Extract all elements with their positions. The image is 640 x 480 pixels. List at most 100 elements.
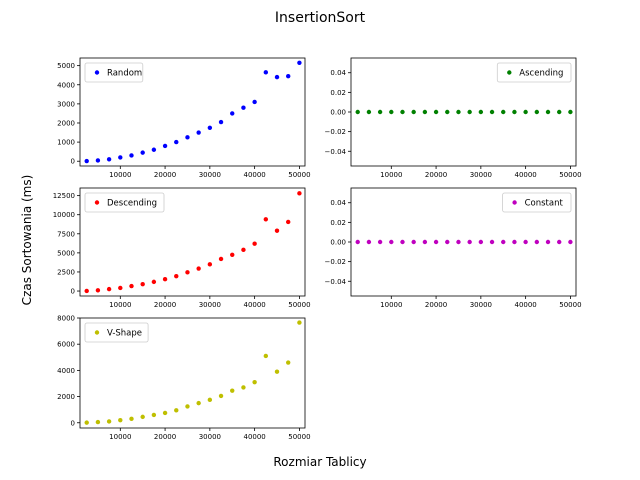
- data-point-v-shape: [162, 410, 168, 416]
- x-axis-label: Rozmiar Tablicy: [273, 455, 366, 469]
- data-point-v-shape: [230, 388, 235, 393]
- x-tick-label: 40000: [243, 171, 265, 179]
- x-tick-label: 50000: [288, 433, 310, 441]
- data-point-constant: [389, 239, 394, 245]
- data-point-constant: [545, 239, 551, 245]
- x-tick-label: 30000: [199, 301, 221, 309]
- data-point-descending: [218, 256, 224, 262]
- data-point-ascending: [557, 109, 562, 115]
- y-tick-label: 4000: [57, 367, 75, 375]
- data-point-ascending: [355, 109, 360, 115]
- x-tick-label: 40000: [243, 433, 265, 441]
- y-tick-label: 5000: [57, 62, 75, 70]
- data-point-ascending: [445, 109, 450, 115]
- data-point-random: [252, 99, 257, 105]
- data-point-descending: [252, 241, 257, 246]
- data-point-v-shape: [263, 353, 269, 359]
- data-point-v-shape: [274, 369, 280, 374]
- x-tick-label: 50000: [559, 171, 581, 179]
- legend-label: Descending: [107, 199, 157, 209]
- data-point-v-shape: [151, 412, 157, 418]
- data-point-constant: [489, 239, 495, 245]
- data-point-random: [274, 74, 280, 80]
- data-point-random: [118, 155, 123, 160]
- data-point-descending: [140, 281, 145, 287]
- x-tick-label: 10000: [109, 433, 131, 441]
- data-point-ascending: [545, 109, 551, 115]
- data-point-constant: [400, 239, 405, 245]
- data-point-constant: [501, 239, 506, 245]
- data-point-v-shape: [297, 320, 302, 325]
- data-point-random: [297, 60, 302, 65]
- data-point-random: [162, 143, 168, 149]
- x-tick-label: 20000: [154, 171, 176, 179]
- data-point-random: [218, 119, 224, 125]
- data-point-ascending: [377, 109, 383, 115]
- data-point-v-shape: [286, 360, 291, 365]
- data-point-random: [140, 150, 145, 155]
- data-point-constant: [534, 239, 540, 245]
- legend-marker: [94, 330, 100, 335]
- data-point-constant: [512, 239, 517, 245]
- data-point-random: [84, 158, 89, 164]
- data-point-constant: [355, 239, 360, 245]
- x-tick-label: 40000: [243, 301, 265, 309]
- data-point-descending: [174, 273, 179, 279]
- y-tick-label: 7500: [57, 230, 75, 238]
- y-tick-label: 12500: [53, 192, 75, 200]
- x-tick-label: 40000: [514, 171, 536, 179]
- subplot-ascending: 10000 20000 30000 40000 50000 −0.04 −0.02 0.00 0…: [325, 57, 582, 179]
- data-point-v-shape: [95, 419, 101, 425]
- data-point-descending: [129, 283, 134, 289]
- data-point-descending: [162, 277, 168, 282]
- data-point-ascending: [467, 109, 472, 115]
- x-tick-label: 40000: [514, 301, 536, 309]
- data-point-descending: [196, 266, 201, 271]
- y-tick-label: 0.04: [330, 69, 346, 77]
- data-point-descending: [118, 285, 123, 291]
- data-point-v-shape: [196, 400, 201, 406]
- x-tick-label: 30000: [470, 171, 492, 179]
- data-point-random: [106, 157, 112, 162]
- data-point-descending: [230, 252, 235, 257]
- data-point-random: [241, 105, 246, 110]
- data-point-v-shape: [174, 408, 179, 413]
- data-point-ascending: [512, 109, 517, 115]
- data-point-ascending: [389, 109, 394, 115]
- legend-random: Random: [84, 62, 144, 83]
- data-point-ascending: [400, 109, 405, 115]
- data-point-ascending: [501, 109, 506, 115]
- legend-marker: [94, 70, 100, 75]
- data-point-v-shape: [207, 397, 213, 403]
- y-tick-label: 0: [71, 288, 75, 296]
- legend-constant: Constant: [502, 192, 572, 213]
- y-tick-label: 2000: [57, 393, 75, 401]
- data-point-constant: [523, 239, 528, 245]
- data-point-random: [174, 139, 179, 145]
- legend-label: Random: [107, 69, 142, 79]
- subplot-grid: 10000 20000 30000 40000 50000010002000300040…: [53, 57, 582, 441]
- x-tick-label: 10000: [380, 171, 402, 179]
- x-tick-label: 20000: [425, 171, 447, 179]
- data-point-ascending: [568, 109, 573, 115]
- y-tick-label: 0: [71, 158, 75, 166]
- data-point-constant: [445, 239, 450, 245]
- data-point-ascending: [534, 109, 540, 115]
- y-tick-label: 3000: [57, 100, 75, 108]
- data-point-v-shape: [106, 419, 112, 424]
- legend-descending: Descending: [84, 192, 165, 213]
- data-point-random: [230, 111, 235, 116]
- legend-ascending: Ascending: [496, 62, 572, 83]
- legend-v-shape: V-Shape: [84, 322, 149, 343]
- data-point-constant: [422, 239, 428, 245]
- data-point-random: [129, 153, 134, 158]
- data-point-constant: [568, 239, 573, 245]
- data-point-constant: [456, 239, 461, 245]
- legend-box: [502, 192, 572, 213]
- data-point-v-shape: [118, 417, 123, 423]
- y-tick-label: 6000: [57, 341, 75, 349]
- x-tick-label: 50000: [288, 171, 310, 179]
- data-point-v-shape: [140, 414, 145, 420]
- legend-marker: [512, 200, 517, 205]
- plot-area-descending: [79, 187, 306, 297]
